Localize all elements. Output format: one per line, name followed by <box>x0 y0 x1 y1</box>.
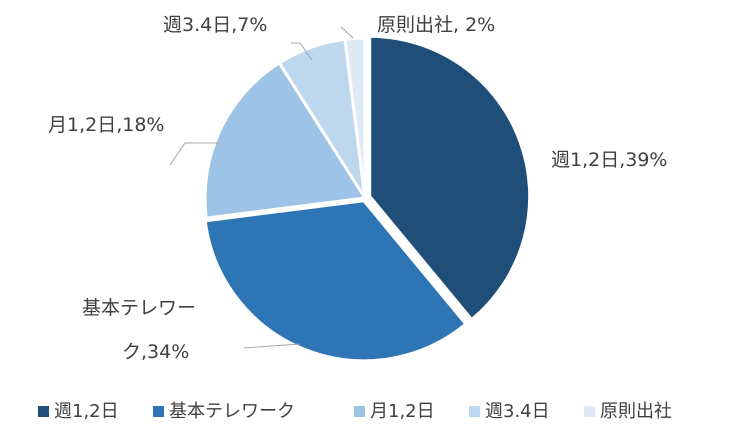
data-label-monthly-1-2-days: 月1,2日,18% <box>48 114 165 136</box>
leader-line-monthly-1-2-days <box>169 142 219 166</box>
legend-swatch-weekly-3-4-days <box>469 406 480 417</box>
legend-label-weekly-1-2-days: 週1,2日 <box>54 401 119 422</box>
pie-slices <box>203 34 532 363</box>
legend-label-monthly-1-2-days: 月1,2日 <box>370 401 435 422</box>
leader-lines <box>169 26 354 349</box>
legend-swatch-basic-telework <box>153 406 164 417</box>
legend-label-basic-telework: 基本テレワーク <box>169 401 295 422</box>
data-labels: 週1,2日,39% 基本テレワーク,34% 月1,2日,18% 週3.4日,7% 原則出… <box>48 14 668 363</box>
pie-slice-weekly-1-2-days <box>368 34 532 322</box>
leader-line-office-principle <box>340 26 354 39</box>
data-label-weekly-1-2-days: 週1,2日,39% <box>551 149 668 171</box>
data-label-basic-telework: 基本テレワーク,34% <box>82 297 196 363</box>
legend-label-office-principle: 原則出社 <box>600 401 672 422</box>
data-label-weekly-3-4-days: 週3.4日,7% <box>163 14 267 36</box>
data-label-office-principle: 原則出社, 2% <box>377 14 495 36</box>
pie-slice-monthly-1-2-days <box>203 60 368 220</box>
pie-slice-office-principle <box>343 36 367 199</box>
legend-swatch-weekly-1-2-days <box>38 406 49 417</box>
legend-label-weekly-3-4-days: 週3.4日 <box>485 401 550 422</box>
legend: 週1,2日 基本テレワーク 月1,2日 週3.4日 原則出社 <box>38 401 672 422</box>
leader-line-basic-telework <box>243 343 301 349</box>
legend-swatch-office-principle <box>584 406 595 417</box>
pie-slice-basic-telework <box>203 199 468 363</box>
legend-swatch-monthly-1-2-days <box>354 406 365 417</box>
leader-line-weekly-3-4-days <box>291 42 313 61</box>
